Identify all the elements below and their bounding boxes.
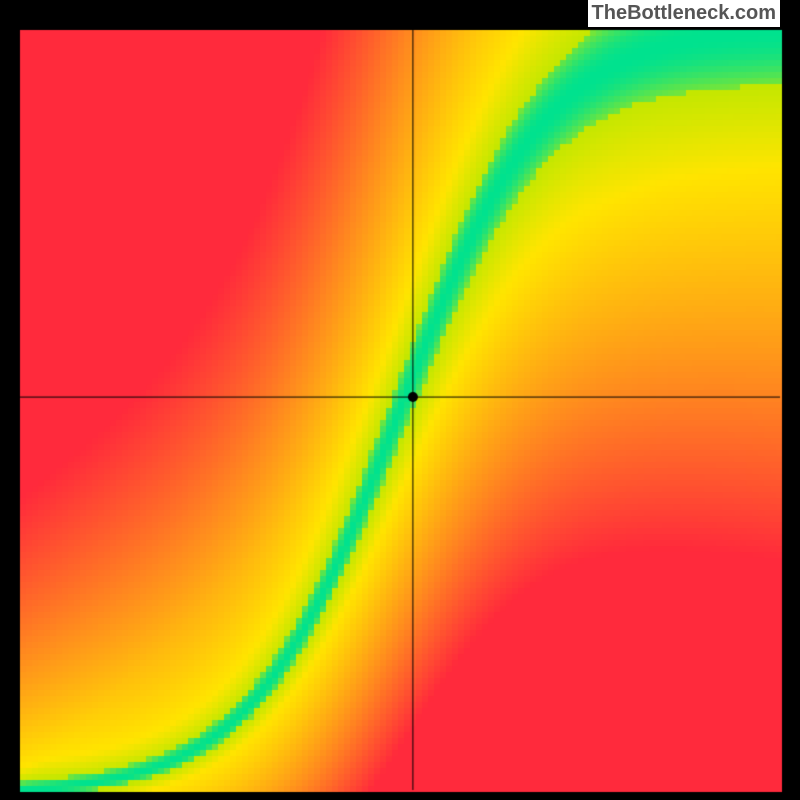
chart-container: TheBottleneck.com [0, 0, 800, 800]
attribution-label: TheBottleneck.com [588, 0, 780, 27]
heatmap-canvas [0, 0, 800, 800]
